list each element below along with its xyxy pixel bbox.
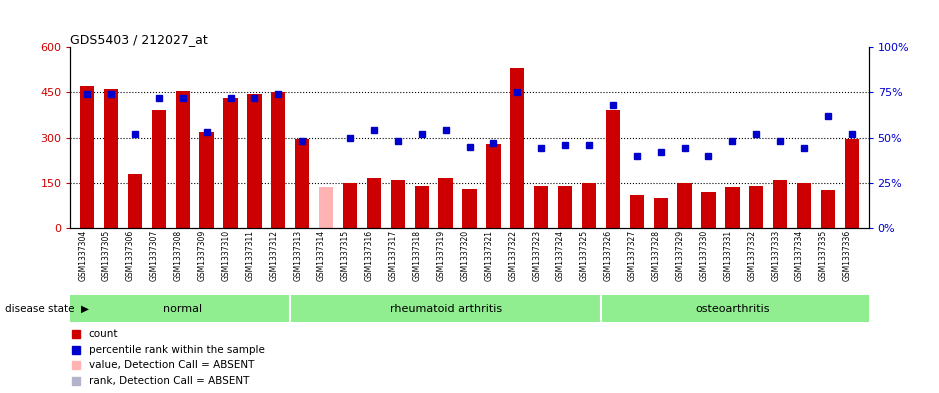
Text: GSM1337311: GSM1337311 xyxy=(245,230,254,281)
Text: GSM1337318: GSM1337318 xyxy=(413,230,422,281)
Text: GSM1337334: GSM1337334 xyxy=(795,230,804,281)
Text: GSM1337305: GSM1337305 xyxy=(102,230,111,281)
Bar xyxy=(797,184,811,228)
Bar xyxy=(510,68,525,228)
Bar xyxy=(486,143,500,228)
Bar xyxy=(80,86,94,228)
Bar xyxy=(152,110,166,228)
Text: GSM1337315: GSM1337315 xyxy=(341,230,350,281)
Text: GSM1337327: GSM1337327 xyxy=(628,230,637,281)
Text: GSM1337319: GSM1337319 xyxy=(437,230,446,281)
Bar xyxy=(606,110,620,228)
Text: GSM1337330: GSM1337330 xyxy=(700,230,708,281)
Bar xyxy=(199,132,214,228)
Text: GSM1337322: GSM1337322 xyxy=(508,230,517,281)
Text: GSM1337324: GSM1337324 xyxy=(556,230,565,281)
Text: GSM1337314: GSM1337314 xyxy=(317,230,326,281)
Bar xyxy=(247,94,262,228)
Bar xyxy=(821,190,835,228)
Text: GSM1337321: GSM1337321 xyxy=(485,230,493,281)
Bar xyxy=(462,189,477,228)
Text: disease state  ▶: disease state ▶ xyxy=(5,303,88,314)
Bar xyxy=(391,180,405,228)
Text: GSM1337320: GSM1337320 xyxy=(460,230,470,281)
Text: GSM1337336: GSM1337336 xyxy=(843,230,852,281)
Text: count: count xyxy=(88,329,118,339)
Bar xyxy=(343,184,357,228)
Text: rank, Detection Call = ABSENT: rank, Detection Call = ABSENT xyxy=(88,376,249,386)
Text: GSM1337317: GSM1337317 xyxy=(389,230,398,281)
Text: GSM1337307: GSM1337307 xyxy=(150,230,159,281)
Text: GSM1337331: GSM1337331 xyxy=(723,230,732,281)
Bar xyxy=(104,89,118,228)
Bar xyxy=(701,193,716,228)
Bar xyxy=(414,186,429,228)
Text: GSM1337308: GSM1337308 xyxy=(174,230,183,281)
Bar xyxy=(582,184,596,228)
Bar xyxy=(271,92,285,228)
Text: GSM1337309: GSM1337309 xyxy=(197,230,207,281)
Text: GSM1337323: GSM1337323 xyxy=(532,230,541,281)
Text: GSM1337313: GSM1337313 xyxy=(293,230,302,281)
Text: percentile rank within the sample: percentile rank within the sample xyxy=(88,345,265,355)
Text: GDS5403 / 212027_at: GDS5403 / 212027_at xyxy=(70,33,208,46)
Text: GSM1337332: GSM1337332 xyxy=(747,230,756,281)
Bar xyxy=(654,198,668,228)
Bar xyxy=(128,174,142,228)
Bar xyxy=(749,186,763,228)
Text: osteoarthritis: osteoarthritis xyxy=(695,303,770,314)
Bar xyxy=(630,195,644,228)
Bar xyxy=(295,139,309,228)
Bar xyxy=(558,186,572,228)
Text: GSM1337328: GSM1337328 xyxy=(652,230,661,281)
Bar xyxy=(845,139,859,228)
Text: GSM1337329: GSM1337329 xyxy=(675,230,685,281)
Bar xyxy=(367,178,381,228)
Text: GSM1337312: GSM1337312 xyxy=(269,230,278,281)
Text: value, Detection Call = ABSENT: value, Detection Call = ABSENT xyxy=(88,360,254,371)
Text: GSM1337310: GSM1337310 xyxy=(222,230,231,281)
Text: rheumatoid arthritis: rheumatoid arthritis xyxy=(390,303,501,314)
Bar xyxy=(773,180,787,228)
Bar xyxy=(534,186,548,228)
Bar xyxy=(223,98,238,228)
Text: GSM1337326: GSM1337326 xyxy=(604,230,613,281)
Text: normal: normal xyxy=(163,303,202,314)
Text: GSM1337335: GSM1337335 xyxy=(819,230,828,281)
Bar xyxy=(319,187,333,228)
Bar xyxy=(176,91,190,228)
Text: GSM1337304: GSM1337304 xyxy=(78,230,87,281)
Text: GSM1337333: GSM1337333 xyxy=(771,230,780,281)
Bar xyxy=(725,187,740,228)
Bar xyxy=(439,178,453,228)
Bar xyxy=(677,184,692,228)
Text: GSM1337316: GSM1337316 xyxy=(365,230,374,281)
Text: GSM1337306: GSM1337306 xyxy=(126,230,135,281)
Text: GSM1337325: GSM1337325 xyxy=(580,230,589,281)
